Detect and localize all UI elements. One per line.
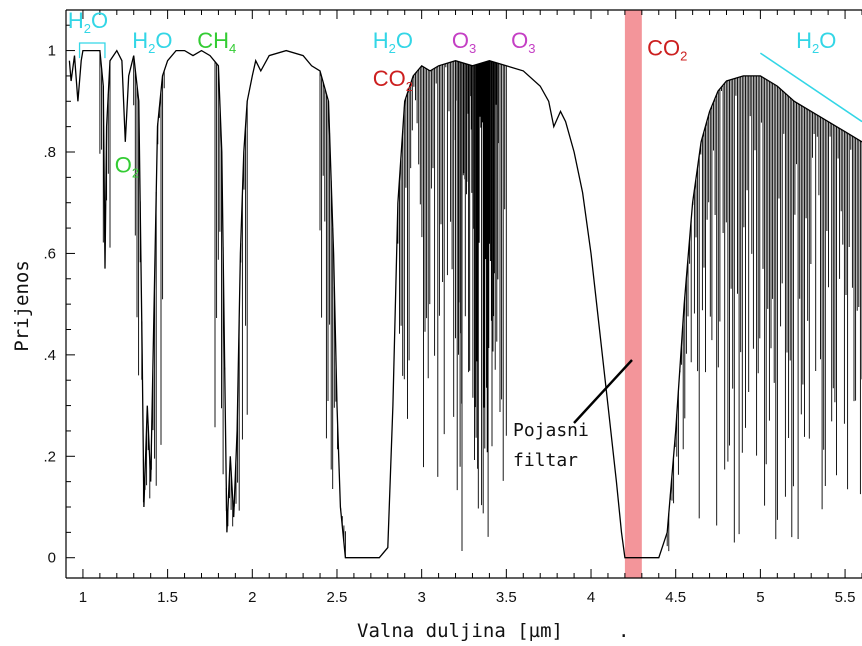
h2o-band-pointer (759, 52, 862, 123)
x-axis-title: Valna duljina [µm] (357, 620, 563, 642)
annotation-pointer-line (573, 359, 633, 424)
gas-label: CH4 (197, 28, 236, 56)
filter-annotation: Pojasni filtar (513, 359, 633, 471)
y-tick-label: .6 (43, 245, 56, 262)
y-tick-label: .8 (43, 144, 56, 161)
y-axis-title: Prijenos (11, 260, 33, 352)
axes: 1 1.5 2 2.5 3 3.5 4 4.5 5 5.5 0 .2 .4 .6 .8 1 (43, 9, 862, 606)
absorption-lines (99, 50, 862, 558)
x-tick-label: 2 (248, 589, 256, 606)
x-tick-label: 1 (79, 589, 87, 606)
annotation-text-line2: filtar (513, 450, 578, 471)
x-tick-label: 5 (756, 589, 764, 606)
gas-label: CO2 (373, 66, 413, 94)
bandpass-filter-band (624, 10, 642, 578)
x-tick-label: 4.5 (665, 589, 686, 606)
x-tick-label: 3.5 (496, 589, 517, 606)
gas-label: H2O (132, 28, 172, 56)
annotation-text-line1: Pojasni (513, 420, 589, 441)
y-tick-label: .2 (43, 448, 56, 465)
x-tick-label: 4 (587, 589, 595, 606)
gas-label: O3 (511, 28, 535, 56)
gas-label: H2O (796, 28, 836, 56)
gas-label: O3 (452, 28, 476, 56)
gas-labels: H2O H2O CH4 O2 H2O CO2 O3 O3 CO2 H2O (68, 8, 862, 180)
h2o-band-bracket (78, 42, 106, 59)
x-tick-label: 1.5 (157, 589, 178, 606)
y-tick-label: .4 (43, 347, 56, 364)
x-tick-label: 3 (417, 589, 425, 606)
y-tick-label: 0 (48, 550, 56, 567)
gas-label: H2O (68, 8, 108, 36)
x-tick-label: 2.5 (327, 589, 348, 606)
gas-label: H2O (373, 28, 413, 56)
gas-label: O2 (115, 152, 139, 180)
x-axis-title-suffix: . (618, 620, 629, 642)
x-tick-label: 5.5 (835, 589, 856, 606)
filter-band-layer (624, 10, 642, 578)
spectrum-layer (68, 49, 862, 559)
y-tick-label: 1 (48, 43, 56, 60)
gas-label: CO2 (647, 36, 687, 64)
